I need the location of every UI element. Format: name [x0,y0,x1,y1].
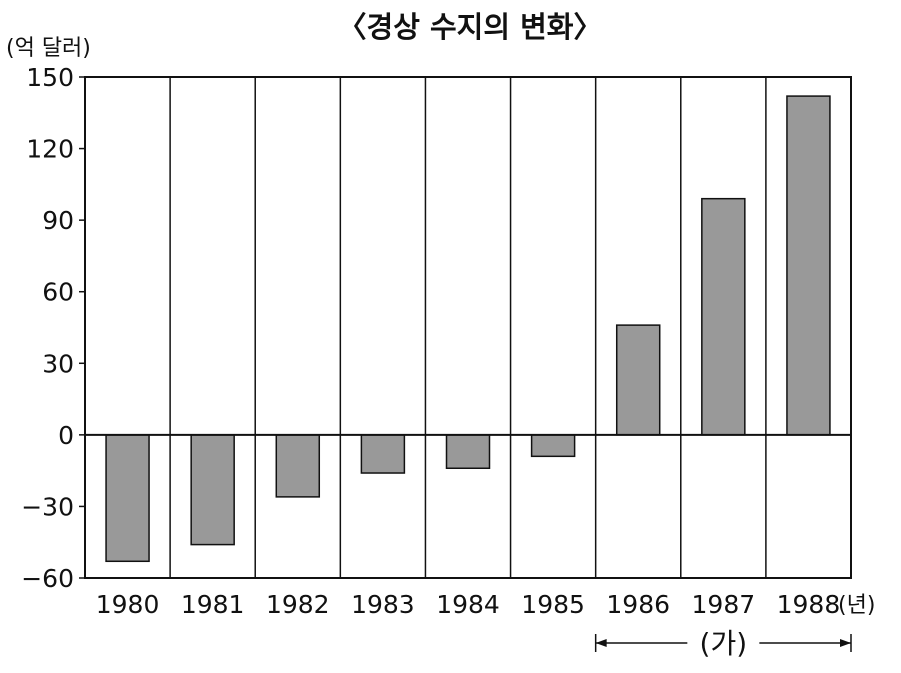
x-tick-label: 1981 [181,590,245,619]
bar-1985 [530,434,576,458]
y-tick-label: 150 [26,63,74,92]
bar-1982 [275,434,321,498]
y-tick-label: 90 [42,206,74,235]
bar-1983 [360,434,406,474]
x-axis-ticks: 1980 1981 1982 1983 1984 1985 1986 1987 1988 [96,590,841,619]
vertical-gridlines [169,77,767,578]
y-tick-label: 120 [26,135,74,164]
bar-1988 [786,95,831,436]
bar-1984 [445,434,491,470]
y-axis-ticks: 150 120 90 60 30 0 −30 −60 [21,63,85,593]
bar-1986 [615,324,661,436]
bar-1987 [701,197,746,436]
bar-1981 [190,434,235,546]
bar-1980 [105,434,150,563]
y-tick-label: 60 [42,278,74,307]
x-tick-label: 1983 [351,590,415,619]
x-tick-label: 1986 [606,590,670,619]
plot-frame [84,76,852,579]
x-tick-label: 1984 [436,590,500,619]
x-tick-label: 1980 [96,590,160,619]
bars-group [105,95,831,563]
y-tick-label: 0 [58,421,74,450]
y-tick-label: 30 [42,349,74,378]
period-arrowhead-right [840,639,851,647]
y-unit-label: (억 달러) [6,36,91,61]
y-tick-label: −30 [21,492,74,521]
y-tick-label: −60 [21,564,74,593]
chart-title: 〈경상 수지의 변화〉 [338,10,603,44]
period-annotation: (가) [594,627,852,660]
x-tick-label: 1988 [777,590,841,619]
x-tick-label: 1987 [692,590,756,619]
period-label: (가) [700,627,748,660]
period-arrowhead-left [595,639,607,647]
x-tick-label: 1982 [266,590,330,619]
x-tick-label: 1985 [521,590,585,619]
x-unit-label: (년) [838,593,875,618]
